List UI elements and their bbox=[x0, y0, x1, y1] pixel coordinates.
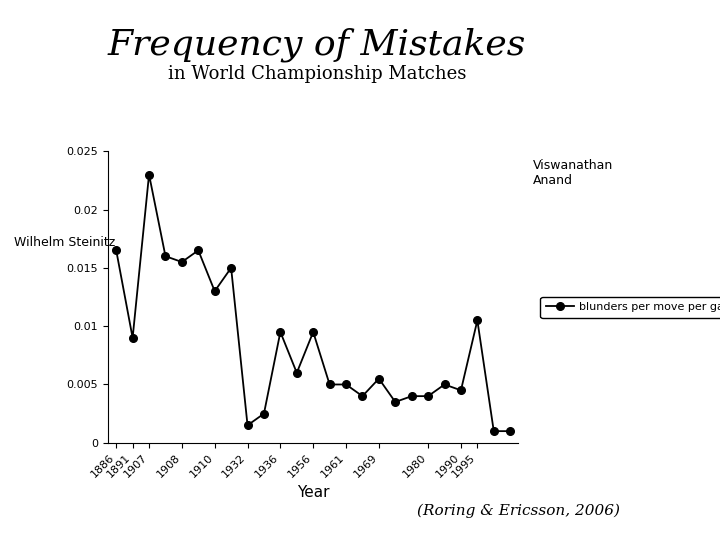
Text: Frequency of Mistakes: Frequency of Mistakes bbox=[108, 27, 526, 62]
blunders per move per gam bbox=[145, 171, 153, 178]
blunders per move per gam bbox=[424, 393, 433, 400]
blunders per move per gam bbox=[243, 422, 252, 429]
blunders per move per gam bbox=[506, 428, 515, 434]
Legend: blunders per move per gam: blunders per move per gam bbox=[541, 296, 720, 318]
blunders per move per gam bbox=[112, 247, 120, 254]
Text: in World Championship Matches: in World Championship Matches bbox=[168, 65, 466, 83]
blunders per move per gam bbox=[408, 393, 416, 400]
blunders per move per gam bbox=[276, 329, 284, 335]
blunders per move per gam bbox=[342, 381, 351, 388]
X-axis label: Year: Year bbox=[297, 485, 330, 500]
blunders per move per gam bbox=[178, 259, 186, 265]
blunders per move per gam bbox=[358, 393, 366, 400]
blunders per move per gam bbox=[440, 381, 449, 388]
Text: Viswanathan
Anand: Viswanathan Anand bbox=[533, 159, 613, 187]
Text: (Roring & Ericsson, 2006): (Roring & Ericsson, 2006) bbox=[417, 504, 620, 518]
Text: Wilhelm Steinitz: Wilhelm Steinitz bbox=[14, 237, 116, 249]
blunders per move per gam bbox=[292, 369, 301, 376]
blunders per move per gam bbox=[309, 329, 318, 335]
Line: blunders per move per gam: blunders per move per gam bbox=[112, 171, 514, 435]
blunders per move per gam bbox=[490, 428, 498, 434]
blunders per move per gam bbox=[456, 387, 465, 394]
blunders per move per gam bbox=[325, 381, 334, 388]
blunders per move per gam bbox=[161, 253, 170, 259]
blunders per move per gam bbox=[374, 375, 383, 382]
blunders per move per gam bbox=[210, 288, 219, 294]
blunders per move per gam bbox=[260, 410, 269, 417]
blunders per move per gam bbox=[227, 265, 235, 271]
blunders per move per gam bbox=[194, 247, 202, 254]
blunders per move per gam bbox=[473, 317, 482, 323]
blunders per move per gam bbox=[128, 335, 137, 341]
blunders per move per gam bbox=[391, 399, 400, 405]
